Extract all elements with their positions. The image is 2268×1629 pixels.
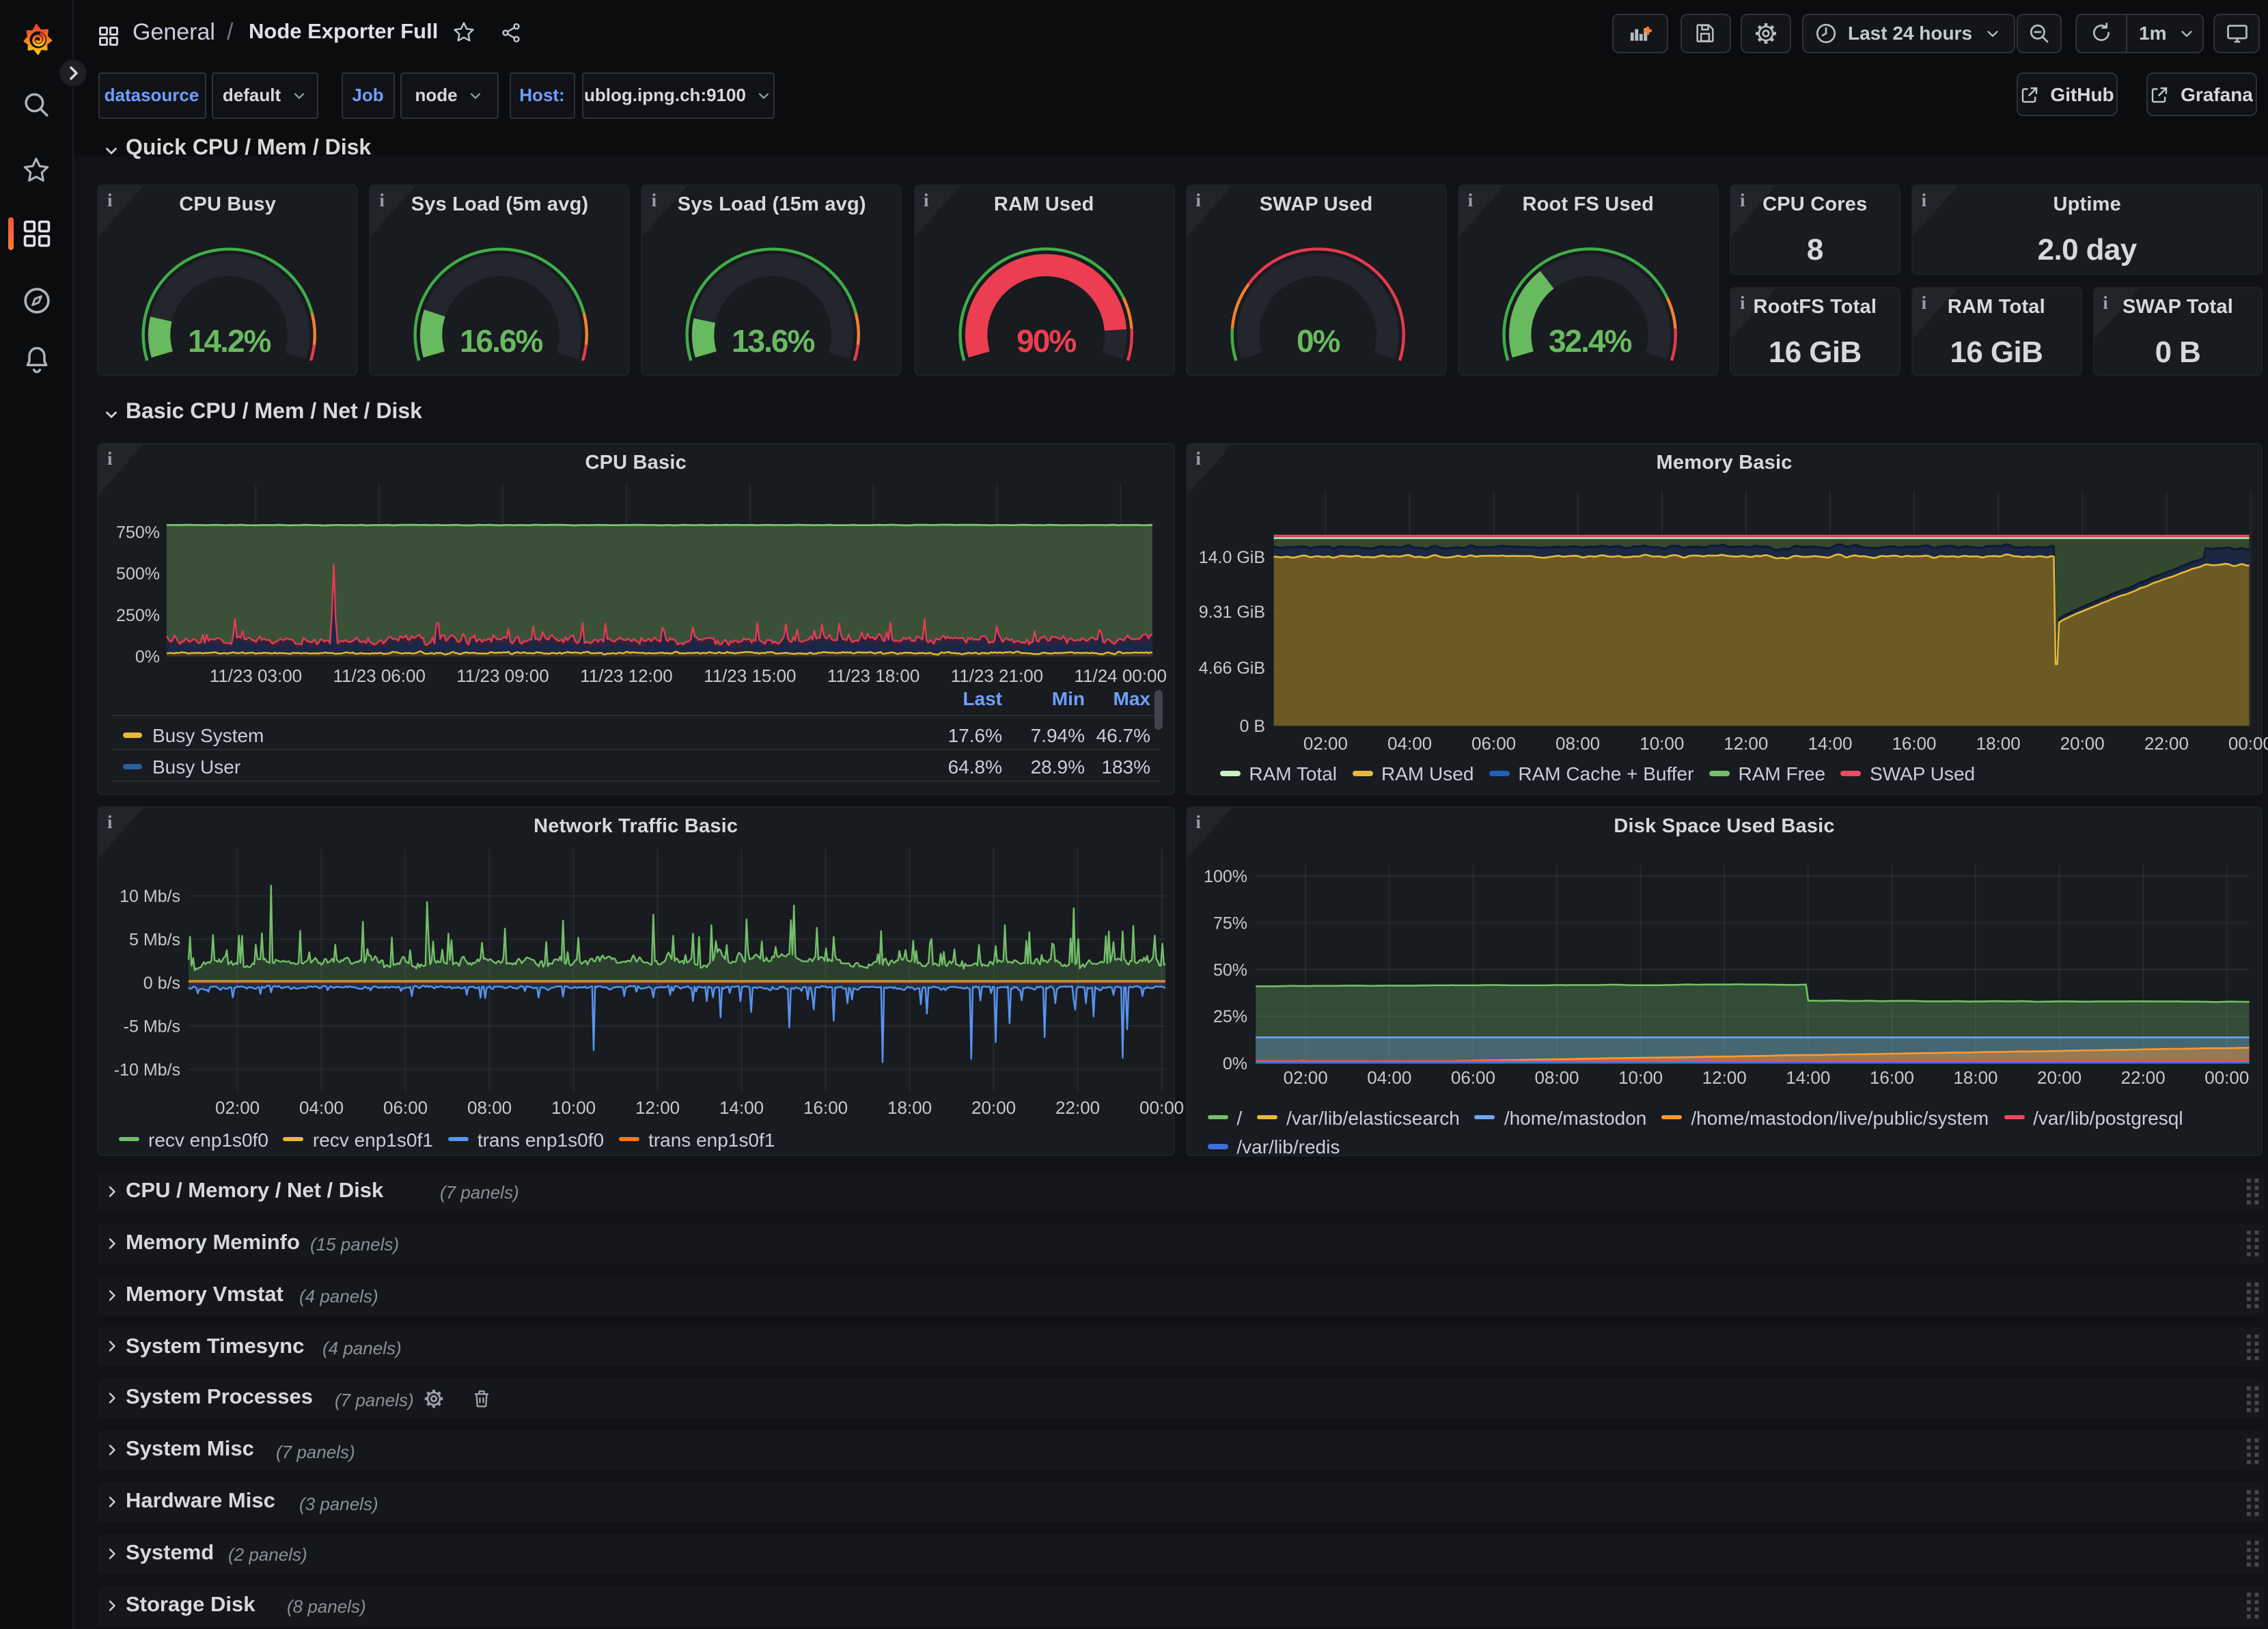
svg-text:16:00: 16:00	[803, 1097, 848, 1118]
svg-text:06:00: 06:00	[1471, 733, 1515, 753]
svg-text:18:00: 18:00	[1976, 733, 2020, 753]
svg-text:25%: 25%	[1213, 1007, 1247, 1026]
svg-text:10:00: 10:00	[551, 1097, 596, 1118]
svg-text:50%: 50%	[1213, 961, 1247, 980]
svg-text:14:00: 14:00	[1808, 733, 1852, 753]
svg-text:0%: 0%	[1222, 1054, 1247, 1073]
svg-text:0%: 0%	[1296, 323, 1340, 358]
svg-text:12:00: 12:00	[1702, 1067, 1746, 1088]
svg-text:750%: 750%	[116, 523, 160, 542]
svg-text:20:00: 20:00	[2060, 733, 2104, 753]
svg-text:13.6%: 13.6%	[732, 323, 816, 358]
svg-text:-5 Mb/s: -5 Mb/s	[124, 1017, 180, 1036]
svg-text:20:00: 20:00	[2036, 1067, 2081, 1088]
svg-text:16:00: 16:00	[1892, 733, 1936, 753]
svg-text:4.66 GiB: 4.66 GiB	[1198, 658, 1264, 677]
svg-text:11/23 09:00: 11/23 09:00	[456, 665, 549, 685]
svg-text:0 B: 0 B	[1239, 716, 1265, 735]
svg-text:12:00: 12:00	[1724, 733, 1768, 753]
svg-text:14:00: 14:00	[719, 1097, 764, 1118]
svg-text:14:00: 14:00	[1786, 1067, 1830, 1088]
svg-text:08:00: 08:00	[1534, 1067, 1579, 1088]
svg-text:04:00: 04:00	[1367, 1067, 1411, 1088]
svg-text:9.31 GiB: 9.31 GiB	[1198, 602, 1264, 621]
svg-text:22:00: 22:00	[2120, 1067, 2165, 1088]
svg-text:0%: 0%	[135, 646, 160, 666]
svg-text:20:00: 20:00	[971, 1097, 1016, 1118]
svg-text:06:00: 06:00	[1450, 1067, 1495, 1088]
svg-text:11/24 00:00: 11/24 00:00	[1074, 665, 1166, 685]
svg-text:10:00: 10:00	[1618, 1067, 1662, 1088]
svg-text:32.4%: 32.4%	[1549, 323, 1632, 358]
svg-text:75%: 75%	[1213, 914, 1247, 933]
svg-text:02:00: 02:00	[1283, 1067, 1327, 1088]
svg-text:16.6%: 16.6%	[460, 323, 543, 358]
svg-text:16:00: 16:00	[1869, 1067, 1913, 1088]
svg-text:06:00: 06:00	[383, 1097, 428, 1118]
svg-text:-10 Mb/s: -10 Mb/s	[114, 1060, 180, 1080]
svg-text:11/23 03:00: 11/23 03:00	[210, 665, 302, 685]
svg-text:00:00: 00:00	[1139, 1097, 1184, 1118]
svg-text:11/23 21:00: 11/23 21:00	[951, 665, 1043, 685]
svg-text:14.2%: 14.2%	[188, 323, 271, 358]
svg-text:250%: 250%	[116, 605, 160, 625]
svg-text:00:00: 00:00	[2204, 1067, 2249, 1088]
svg-text:10:00: 10:00	[1640, 733, 1684, 753]
svg-text:04:00: 04:00	[299, 1097, 344, 1118]
svg-text:5 Mb/s: 5 Mb/s	[129, 931, 180, 950]
svg-text:18:00: 18:00	[1953, 1067, 1997, 1088]
svg-text:02:00: 02:00	[215, 1097, 260, 1118]
svg-text:10 Mb/s: 10 Mb/s	[120, 887, 180, 906]
svg-text:11/23 15:00: 11/23 15:00	[704, 665, 796, 685]
svg-text:500%: 500%	[116, 564, 160, 583]
svg-text:11/23 12:00: 11/23 12:00	[580, 665, 672, 685]
svg-text:00:00: 00:00	[2228, 733, 2268, 753]
svg-text:11/23 06:00: 11/23 06:00	[333, 665, 425, 685]
svg-text:02:00: 02:00	[1303, 733, 1347, 753]
svg-text:22:00: 22:00	[2144, 733, 2188, 753]
svg-text:11/23 18:00: 11/23 18:00	[827, 665, 919, 685]
svg-text:18:00: 18:00	[887, 1097, 932, 1118]
svg-text:100%: 100%	[1203, 867, 1247, 886]
svg-text:14.0 GiB: 14.0 GiB	[1198, 547, 1264, 566]
svg-text:08:00: 08:00	[467, 1097, 512, 1118]
svg-text:12:00: 12:00	[635, 1097, 680, 1118]
svg-text:08:00: 08:00	[1555, 733, 1599, 753]
svg-text:22:00: 22:00	[1055, 1097, 1100, 1118]
svg-text:0 b/s: 0 b/s	[143, 974, 180, 993]
svg-text:04:00: 04:00	[1387, 733, 1431, 753]
svg-text:90%: 90%	[1016, 323, 1075, 358]
